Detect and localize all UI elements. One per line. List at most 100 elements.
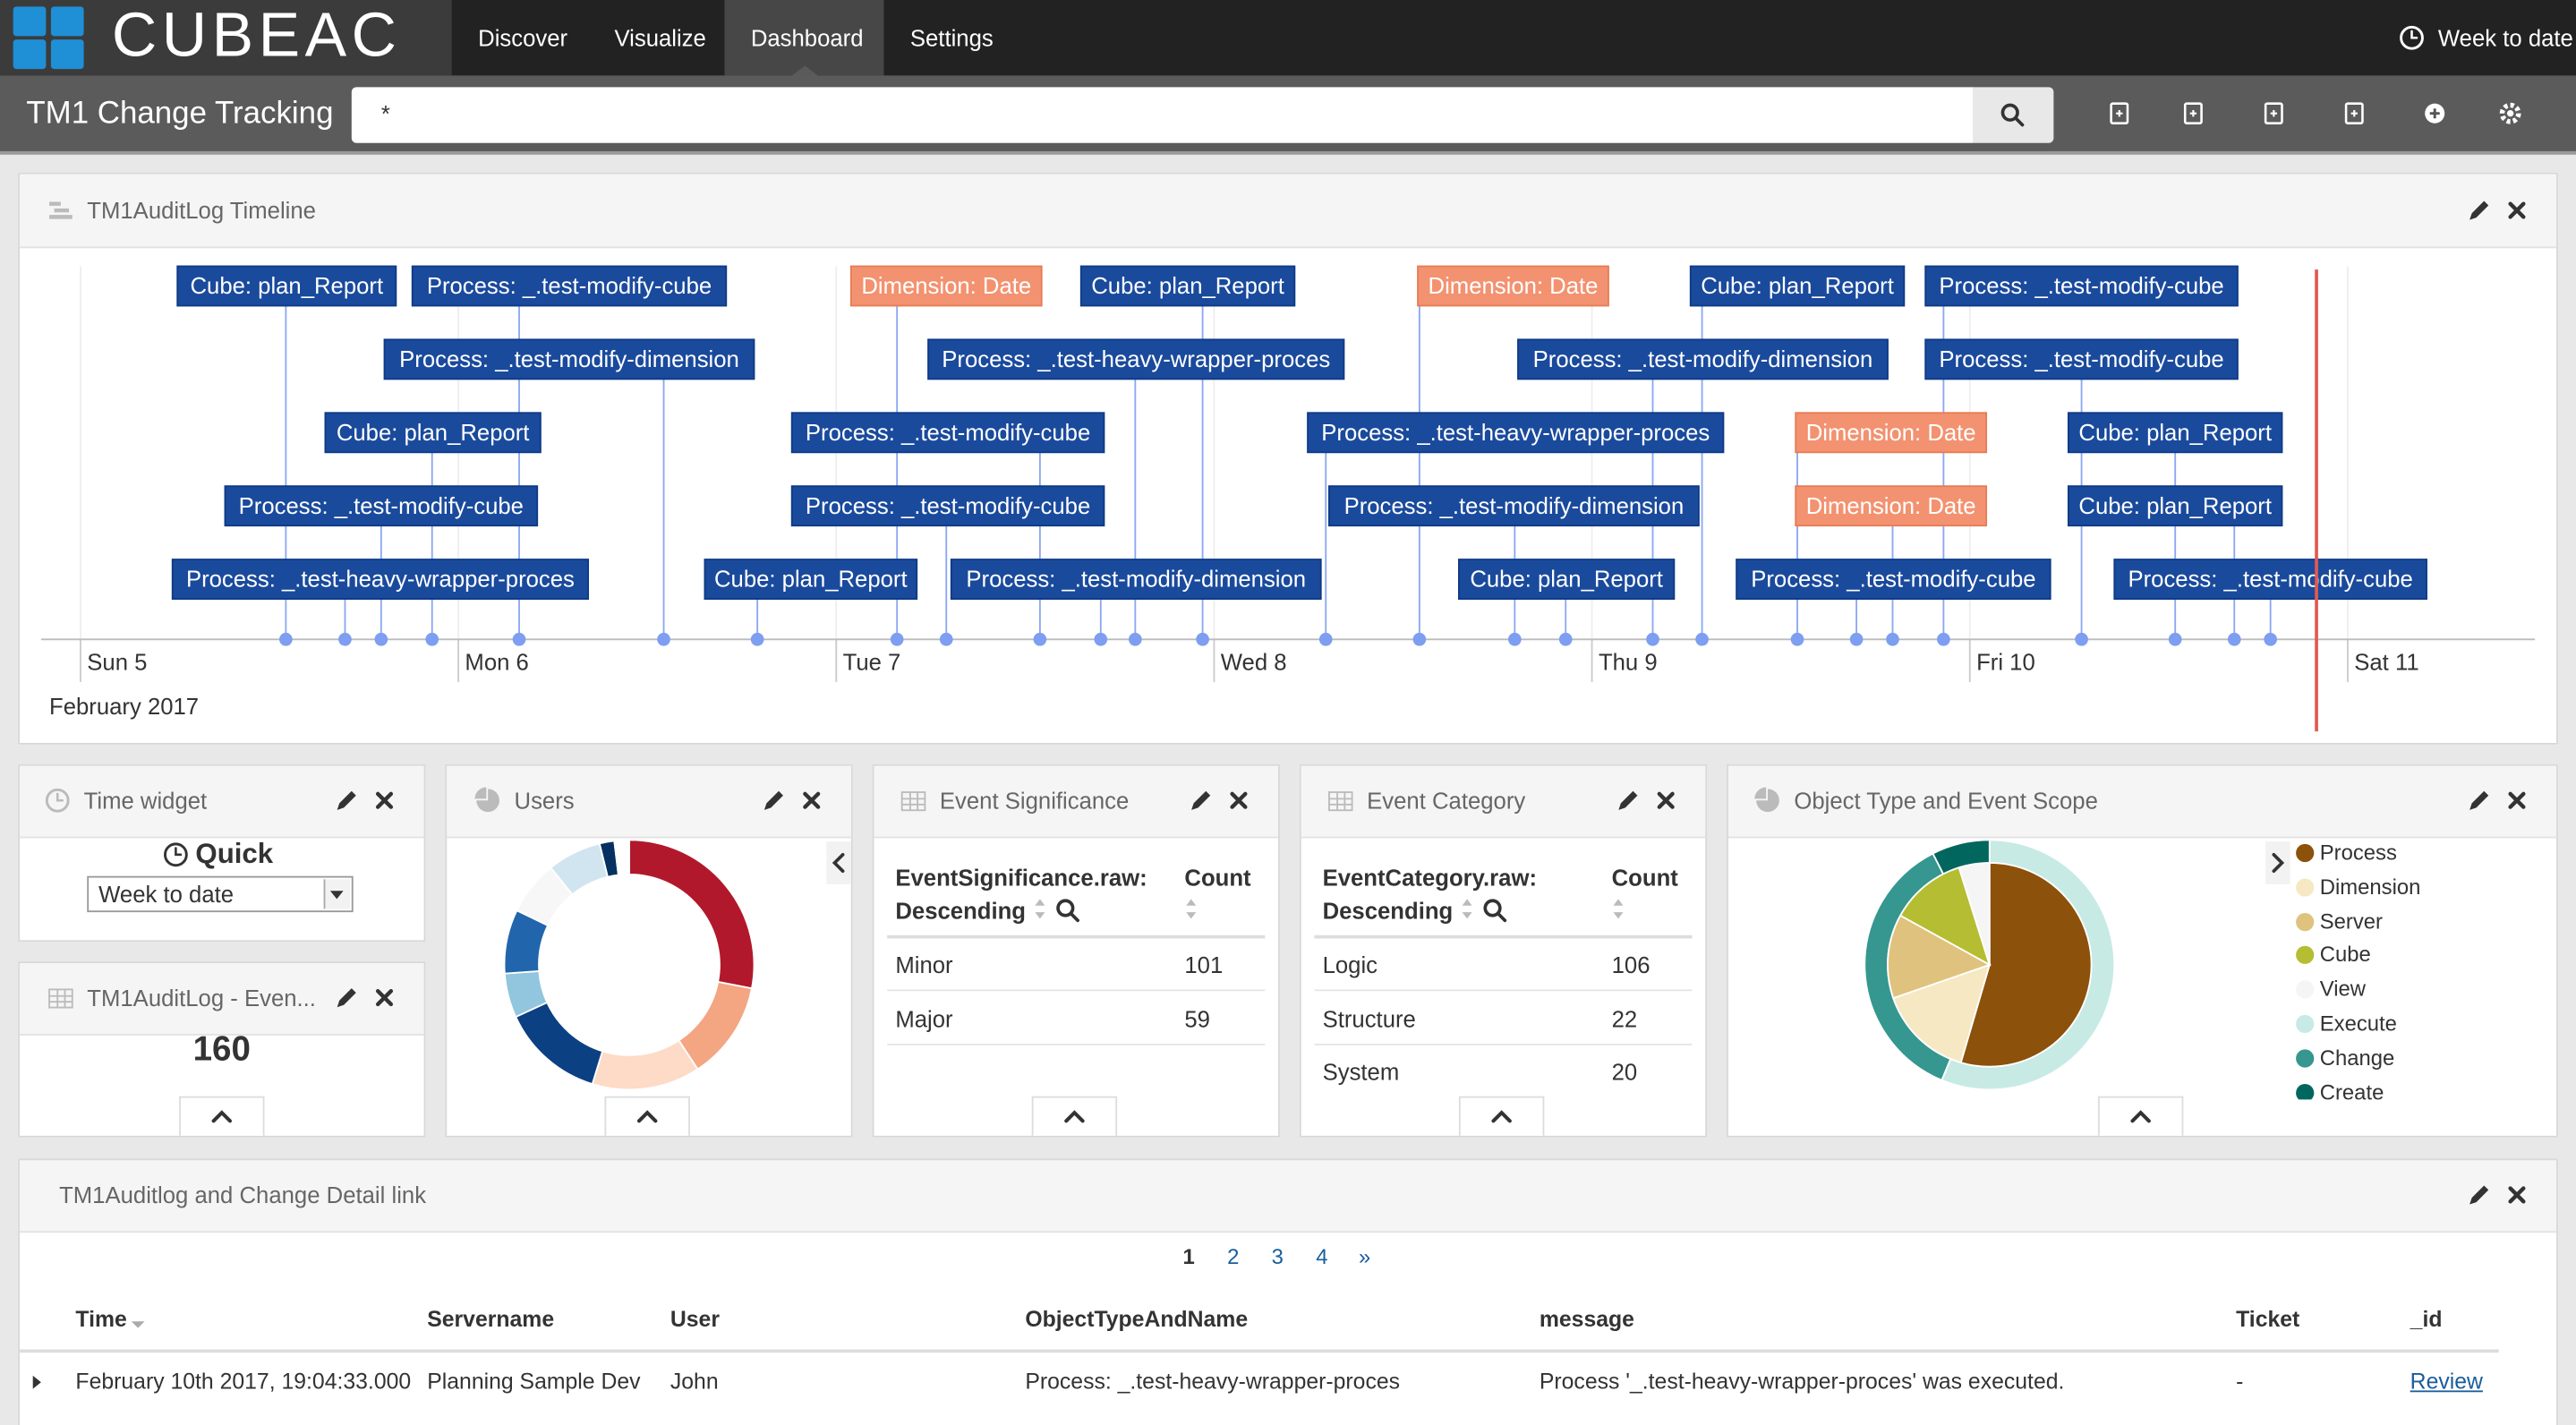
timeline-item[interactable]: Process: _.test-heavy-wrapper-proces [1307,412,1725,454]
close-icon[interactable] [2502,786,2531,815]
timeline-item[interactable]: Process: _.test-modify-dimension [950,559,1322,601]
edit-icon[interactable] [2464,195,2494,225]
timeline-item[interactable]: Cube: plan_Report [1689,265,1906,307]
edit-icon[interactable] [1613,786,1642,815]
edit-icon[interactable] [332,983,362,1012]
search-icon[interactable] [1053,896,1083,926]
legend-entry[interactable]: View [2319,977,2367,1002]
timeline-item[interactable]: Dimension: Date [1795,412,1988,454]
column-header[interactable]: Ticket [2236,1306,2300,1332]
timeline-item[interactable]: Process: _.test-modify-cube [790,485,1105,527]
timeline-item[interactable]: Cube: plan_Report [1458,559,1676,601]
item-label: Cube: plan_Report [190,274,383,299]
legend-entry[interactable]: Create [2319,1079,2384,1100]
collapse-tab[interactable] [604,1096,690,1136]
timeline-item[interactable]: Process: _.test-heavy-wrapper-proces [171,559,590,601]
legend-entry[interactable]: Server [2319,908,2384,934]
timeline-item[interactable]: Process: _.test-modify-cube [790,412,1105,454]
edit-icon[interactable] [1186,786,1215,815]
column-header[interactable]: message [1539,1306,1634,1332]
timeline-item[interactable]: Dimension: Date [1417,265,1609,307]
search-icon[interactable] [1480,896,1510,926]
collapse-tab[interactable] [1458,1096,1545,1136]
close-icon[interactable] [2502,1180,2531,1209]
search-input[interactable] [351,87,1974,143]
timeline-item[interactable]: Process: _.test-heavy-wrapper-proces [927,338,1345,380]
timeline-item[interactable]: Process: _.test-modify-dimension [383,338,755,380]
timeline-item[interactable]: Process: _.test-modify-cube [2113,559,2427,601]
cell[interactable]: Review [2410,1369,2483,1395]
page-link[interactable]: 1 [1182,1244,1195,1269]
legend-toggle[interactable] [826,841,851,884]
nav-item[interactable]: Discover [478,24,568,51]
timeline-item[interactable]: Dimension: Date [849,265,1043,307]
timeline-item[interactable]: Process: _.test-modify-cube [1736,559,2051,601]
gear-icon[interactable] [2495,98,2525,128]
legend-toggle[interactable] [2265,841,2290,884]
legend-entry[interactable]: Dimension [2319,874,2421,900]
collapse-tab[interactable] [1031,1096,1118,1136]
timeline-item[interactable]: Dimension: Date [1795,485,1988,527]
tool-icon[interactable] [2259,98,2289,128]
close-icon[interactable] [2502,195,2531,225]
metric-value: 160 [192,1030,251,1069]
search-button[interactable] [1973,87,2054,143]
timeline-item[interactable]: Cube: plan_Report [324,412,542,454]
legend-entry[interactable]: Cube [2319,942,2371,968]
close-icon[interactable] [370,983,399,1012]
page-link[interactable]: 4 [1316,1244,1328,1269]
panel-title: TM1AuditLog - Even... [87,984,316,1011]
timeline-item[interactable]: Cube: plan_Report [704,559,918,601]
edit-icon[interactable] [759,786,789,815]
plus-icon[interactable] [2420,98,2450,128]
timeline-item[interactable]: Cube: plan_Report [2067,412,2283,454]
item-label: Process: _.test-modify-dimension [399,347,739,372]
timeline-item[interactable]: Process: _.test-modify-dimension [1328,485,1700,527]
legend-entry[interactable]: Process [2319,840,2397,865]
timeline-item[interactable]: Process: _.test-modify-cube [224,485,539,527]
collapse-tab[interactable] [179,1096,265,1136]
column-header[interactable]: Time [75,1306,127,1332]
nav-item[interactable]: Visualize [614,24,706,51]
close-icon[interactable] [370,786,399,815]
timeline-item[interactable]: Cube: plan_Report [2067,485,2283,527]
bars-icon [49,201,73,218]
edit-icon[interactable] [2464,786,2494,815]
column-header[interactable]: Servername [427,1306,555,1332]
column-header[interactable]: ObjectTypeAndName [1025,1306,1249,1332]
tool-icon[interactable] [2179,98,2208,128]
expand-toggle[interactable] [30,1374,46,1390]
item-dot [1412,632,1427,646]
edit-icon[interactable] [2464,1180,2494,1209]
collapse-tab[interactable] [2097,1096,2184,1136]
close-icon[interactable] [1224,786,1253,815]
timeline-item[interactable]: Cube: plan_Report [176,265,397,307]
edit-icon[interactable] [332,786,362,815]
item-dot [1937,632,1950,646]
timeline-item[interactable]: Process: _.test-modify-cube [1924,338,2239,380]
column-header[interactable]: _id [2410,1306,2443,1332]
page-link[interactable]: 3 [1271,1244,1284,1269]
tool-icon[interactable] [2340,98,2369,128]
item-box [2067,412,2283,454]
time-range[interactable]: Week to date [2437,24,2573,51]
legend-entry[interactable]: Execute [2319,1011,2397,1036]
timeline-item[interactable]: Cube: plan_Report [1079,265,1296,307]
swatch [2296,912,2315,931]
page-link[interactable]: » [1358,1244,1371,1269]
nav-item[interactable]: Settings [909,24,994,51]
timeline-item[interactable]: Process: _.test-modify-cube [411,265,728,307]
timeline-item[interactable]: Process: _.test-modify-dimension [1517,338,1889,380]
item-box [1079,265,1296,307]
legend-entry[interactable]: Change [2319,1045,2395,1070]
page-link[interactable]: 2 [1227,1244,1240,1269]
tool-icon[interactable] [2104,98,2134,128]
nav-item[interactable]: Dashboard [750,24,864,51]
time-select[interactable] [87,875,354,913]
legend-swatch [2296,946,2315,965]
close-icon[interactable] [1651,786,1681,815]
timeline-item[interactable]: Process: _.test-modify-cube [1924,265,2239,307]
column-header[interactable]: User [670,1306,721,1332]
close-icon[interactable] [797,786,826,815]
table-glyph [900,791,926,812]
